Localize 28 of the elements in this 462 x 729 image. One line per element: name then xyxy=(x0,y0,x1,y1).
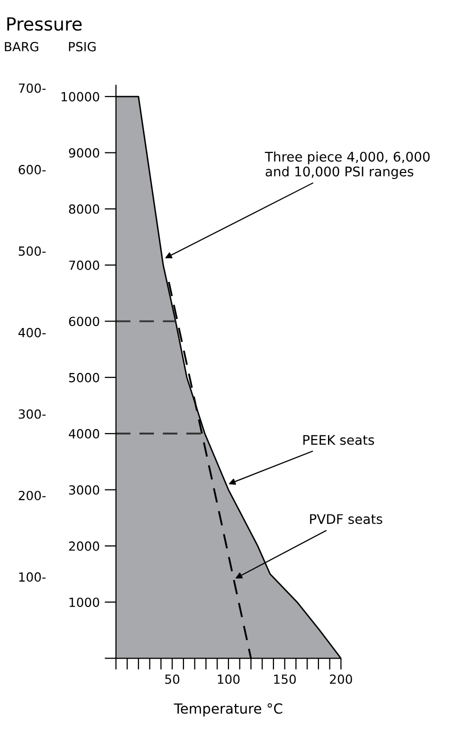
y-tick-label: 2000 xyxy=(69,541,100,551)
y-tick-label: 5000 xyxy=(69,372,100,382)
x-axis-title: Temperature °C xyxy=(174,703,282,716)
x-tick-label: 200 xyxy=(330,674,352,684)
y2-tick-label: 700- xyxy=(18,83,46,93)
chart-title: Pressure xyxy=(7,17,82,31)
y-tick-label: 4000 xyxy=(68,429,100,439)
y2-tick-label: 300- xyxy=(18,409,46,419)
y-tick-label: 6000 xyxy=(69,316,100,326)
y-tick-label: 1000 xyxy=(70,598,100,608)
y-tick-label: 10000 xyxy=(62,92,100,102)
annotation: Three piece 4,000, 6,000 and 10,000 PSI ranges xyxy=(264,151,430,180)
x-tick-label: 50 xyxy=(165,674,180,684)
y-axis-title: PSIG xyxy=(69,42,96,52)
y2-tick-label: 200- xyxy=(18,490,46,500)
annotation: PVDF seats xyxy=(310,514,382,524)
y-tick-label: 3000 xyxy=(69,485,100,495)
y-tick-label: 7000 xyxy=(69,260,100,270)
x-tick-label: 150 xyxy=(274,674,296,684)
y2-tick-label: 100- xyxy=(19,572,46,582)
x-tick-label: 100 xyxy=(218,674,240,684)
y2-tick-label: 600- xyxy=(18,164,46,174)
y2-tick-label: 400- xyxy=(18,328,46,338)
annotation: PEEK seats xyxy=(303,435,374,445)
y-tick-label: 9000 xyxy=(68,148,100,158)
y2-axis-title: BARG xyxy=(4,42,38,52)
y2-tick-label: 500- xyxy=(18,246,46,256)
y-tick-label: 8000 xyxy=(69,204,100,214)
